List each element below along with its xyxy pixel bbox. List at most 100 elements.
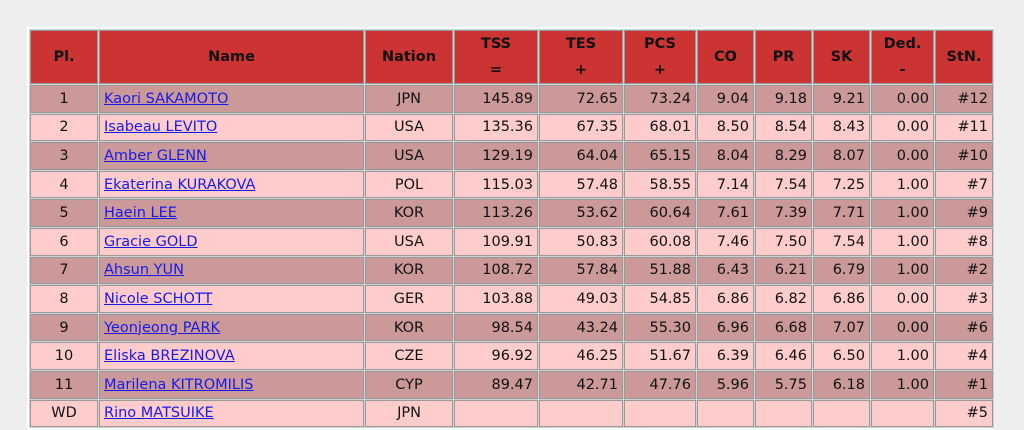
tss-cell: 103.88: [454, 285, 538, 313]
place-cell: WD: [30, 399, 98, 428]
skater-link[interactable]: Gracie GOLD: [104, 233, 198, 250]
tss-cell: 145.89: [454, 85, 538, 113]
nation-cell: USA: [365, 227, 453, 256]
tss-cell: 98.54: [454, 313, 538, 342]
start-number-cell: #6: [935, 313, 993, 342]
sk-cell: 7.71: [813, 199, 870, 227]
skater-link[interactable]: Nicole SCHOTT: [104, 290, 213, 307]
name-cell: Haein LEE: [99, 199, 364, 227]
pr-cell: 6.82: [755, 285, 812, 313]
start-number-cell: #9: [935, 199, 993, 227]
place-cell: 4: [30, 170, 98, 199]
tss-cell: 108.72: [454, 256, 538, 285]
pcs-cell: 60.64: [624, 199, 696, 227]
tss-cell: 96.92: [454, 342, 538, 370]
place-cell: 8: [30, 285, 98, 313]
skater-link[interactable]: Isabeau LEVITO: [104, 119, 218, 136]
pr-cell: 8.29: [755, 142, 812, 170]
ded-cell: 0.00: [871, 285, 934, 313]
tes-cell: 50.83: [539, 227, 623, 256]
header-ded-label: Ded.: [883, 36, 922, 52]
pr-cell: 5.75: [755, 370, 812, 399]
ded-cell: 1.00: [871, 342, 934, 370]
header-start-number: StN.: [935, 30, 993, 84]
co-cell: 7.14: [697, 170, 754, 199]
pcs-cell: 51.88: [624, 256, 696, 285]
skater-link[interactable]: Yeonjeong PARK: [104, 319, 221, 336]
nation-cell: USA: [365, 113, 453, 142]
pr-cell: 7.39: [755, 199, 812, 227]
table-row: 5 Haein LEE KOR 113.26 53.62 60.64 7.61 …: [30, 199, 993, 227]
results-table: Pl. Name Nation TSS = TES + PCS + CO PR …: [29, 29, 994, 429]
start-number-cell: #11: [935, 113, 993, 142]
table-row: 9 Yeonjeong PARK KOR 98.54 43.24 55.30 6…: [30, 313, 993, 342]
name-cell: Eliska BREZINOVA: [99, 342, 364, 370]
tes-cell: 57.48: [539, 170, 623, 199]
sk-cell: 6.18: [813, 370, 870, 399]
name-cell: Amber GLENN: [99, 142, 364, 170]
skater-link[interactable]: Ekaterina KURAKOVA: [104, 176, 256, 193]
tes-cell: [539, 399, 623, 428]
tes-cell: 42.71: [539, 370, 623, 399]
name-cell: Ekaterina KURAKOVA: [99, 170, 364, 199]
nation-cell: KOR: [365, 256, 453, 285]
skater-link[interactable]: Rino MATSUIKE: [104, 405, 214, 422]
nation-cell: KOR: [365, 199, 453, 227]
skater-link[interactable]: Marilena KITROMILIS: [104, 376, 254, 393]
pcs-cell: [624, 399, 696, 428]
start-number-cell: #2: [935, 256, 993, 285]
skater-link[interactable]: Kaori SAKAMOTO: [104, 90, 229, 107]
co-cell: 6.96: [697, 313, 754, 342]
header-tss: TSS =: [454, 30, 538, 84]
skater-link[interactable]: Haein LEE: [104, 205, 177, 222]
place-cell: 9: [30, 313, 98, 342]
nation-cell: GER: [365, 285, 453, 313]
tes-cell: 64.04: [539, 142, 623, 170]
pr-cell: 6.21: [755, 256, 812, 285]
header-tes-operator: +: [574, 62, 588, 78]
skater-link[interactable]: Eliska BREZINOVA: [104, 348, 235, 365]
tes-cell: 49.03: [539, 285, 623, 313]
header-tss-label: TSS: [480, 36, 512, 52]
skater-link[interactable]: Ahsun YUN: [104, 262, 184, 279]
co-cell: 6.39: [697, 342, 754, 370]
header-pcs: PCS +: [624, 30, 696, 84]
co-cell: 6.43: [697, 256, 754, 285]
table-row: 2 Isabeau LEVITO USA 135.36 67.35 68.01 …: [30, 113, 993, 142]
ded-cell: 1.00: [871, 199, 934, 227]
pr-cell: 9.18: [755, 85, 812, 113]
ded-cell: 0.00: [871, 85, 934, 113]
start-number-cell: #3: [935, 285, 993, 313]
ded-cell: [871, 399, 934, 428]
header-tes-label: TES: [565, 36, 597, 52]
nation-cell: CZE: [365, 342, 453, 370]
sk-cell: 9.21: [813, 85, 870, 113]
tes-cell: 46.25: [539, 342, 623, 370]
name-cell: Marilena KITROMILIS: [99, 370, 364, 399]
place-cell: 5: [30, 199, 98, 227]
tss-cell: 129.19: [454, 142, 538, 170]
ded-cell: 0.00: [871, 113, 934, 142]
tes-cell: 72.65: [539, 85, 623, 113]
table-row: 6 Gracie GOLD USA 109.91 50.83 60.08 7.4…: [30, 227, 993, 256]
header-name: Name: [99, 30, 364, 84]
co-cell: 7.46: [697, 227, 754, 256]
start-number-cell: #7: [935, 170, 993, 199]
ded-cell: 0.00: [871, 313, 934, 342]
nation-cell: JPN: [365, 85, 453, 113]
header-ded-operator: -: [899, 62, 906, 78]
start-number-cell: #1: [935, 370, 993, 399]
tss-cell: [454, 399, 538, 428]
results-body: 1 Kaori SAKAMOTO JPN 145.89 72.65 73.24 …: [30, 85, 993, 428]
sk-cell: 8.07: [813, 142, 870, 170]
pr-cell: 7.54: [755, 170, 812, 199]
skater-link[interactable]: Amber GLENN: [104, 147, 207, 164]
name-cell: Gracie GOLD: [99, 227, 364, 256]
header-pcs-label: PCS: [644, 36, 676, 52]
nation-cell: CYP: [365, 370, 453, 399]
sk-cell: 6.50: [813, 342, 870, 370]
co-cell: 7.61: [697, 199, 754, 227]
pcs-cell: 55.30: [624, 313, 696, 342]
co-cell: 6.86: [697, 285, 754, 313]
pcs-cell: 60.08: [624, 227, 696, 256]
